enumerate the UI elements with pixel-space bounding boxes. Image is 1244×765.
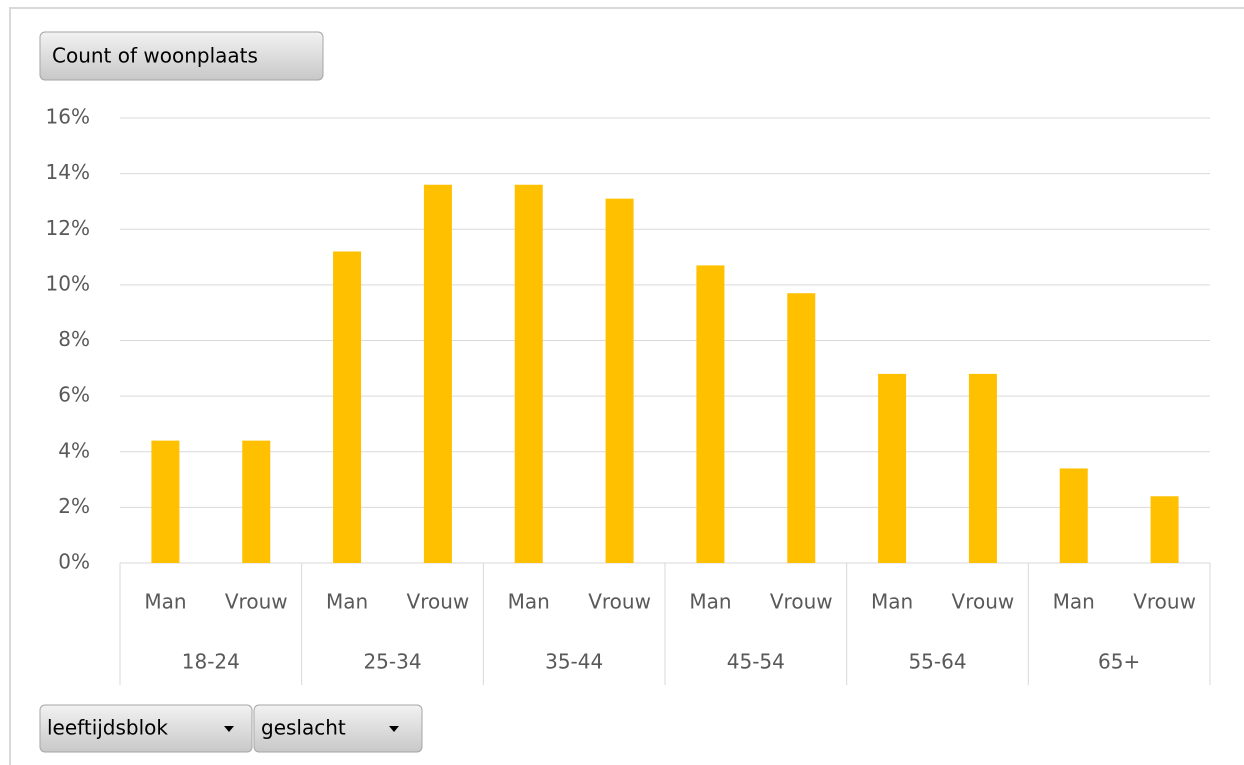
group-label: 65+	[1098, 650, 1140, 674]
y-tick-label: 16%	[46, 105, 90, 129]
x-tick-label: Vrouw	[588, 590, 651, 614]
bar	[151, 440, 180, 563]
group-label: 45-54	[727, 650, 785, 674]
bar	[242, 440, 271, 563]
y-tick-label: 4%	[58, 438, 90, 462]
x-tick-label: Man	[871, 590, 913, 614]
bar	[696, 265, 725, 563]
x-tick-label: Vrouw	[770, 590, 833, 614]
y-tick-label: 10%	[46, 271, 90, 295]
value-field-button[interactable]: Count of woonplaats	[39, 31, 324, 81]
x-tick-label: Man	[326, 590, 368, 614]
bar	[333, 251, 362, 563]
bar	[1059, 468, 1088, 563]
x-tick-label: Man	[689, 590, 731, 614]
y-tick-label: 0%	[58, 550, 90, 574]
axis-field-button[interactable]: leeftijdsblok	[39, 704, 253, 753]
y-tick-label: 14%	[46, 160, 90, 184]
y-tick-label: 12%	[46, 216, 90, 240]
x-tick-label: Man	[144, 590, 186, 614]
bar	[787, 293, 816, 563]
group-label: 25-34	[363, 650, 421, 674]
dropdown-arrow	[389, 726, 399, 732]
bar	[968, 373, 997, 563]
bar	[1150, 496, 1179, 563]
chart-border	[9, 7, 1244, 765]
y-tick-label: 6%	[58, 383, 90, 407]
dropdown-arrow	[224, 726, 234, 732]
bar	[605, 198, 634, 563]
bar	[514, 184, 543, 563]
axis-field-label: geslacht	[261, 716, 346, 740]
x-tick-label: Vrouw	[407, 590, 470, 614]
axis-field-button[interactable]: geslacht	[253, 704, 423, 753]
x-tick-label: Vrouw	[952, 590, 1015, 614]
bar	[878, 373, 907, 563]
group-label: 35-44	[545, 650, 603, 674]
value-field-label: Count of woonplaats	[52, 44, 258, 68]
x-tick-label: Man	[508, 590, 550, 614]
group-label: 18-24	[182, 650, 240, 674]
group-label: 55-64	[908, 650, 966, 674]
y-tick-label: 2%	[58, 494, 90, 518]
axis-field-label: leeftijdsblok	[47, 716, 168, 740]
x-tick-label: Vrouw	[1133, 590, 1196, 614]
x-tick-label: Vrouw	[225, 590, 288, 614]
x-tick-label: Man	[1053, 590, 1095, 614]
bar	[423, 184, 452, 563]
y-tick-label: 8%	[58, 327, 90, 351]
